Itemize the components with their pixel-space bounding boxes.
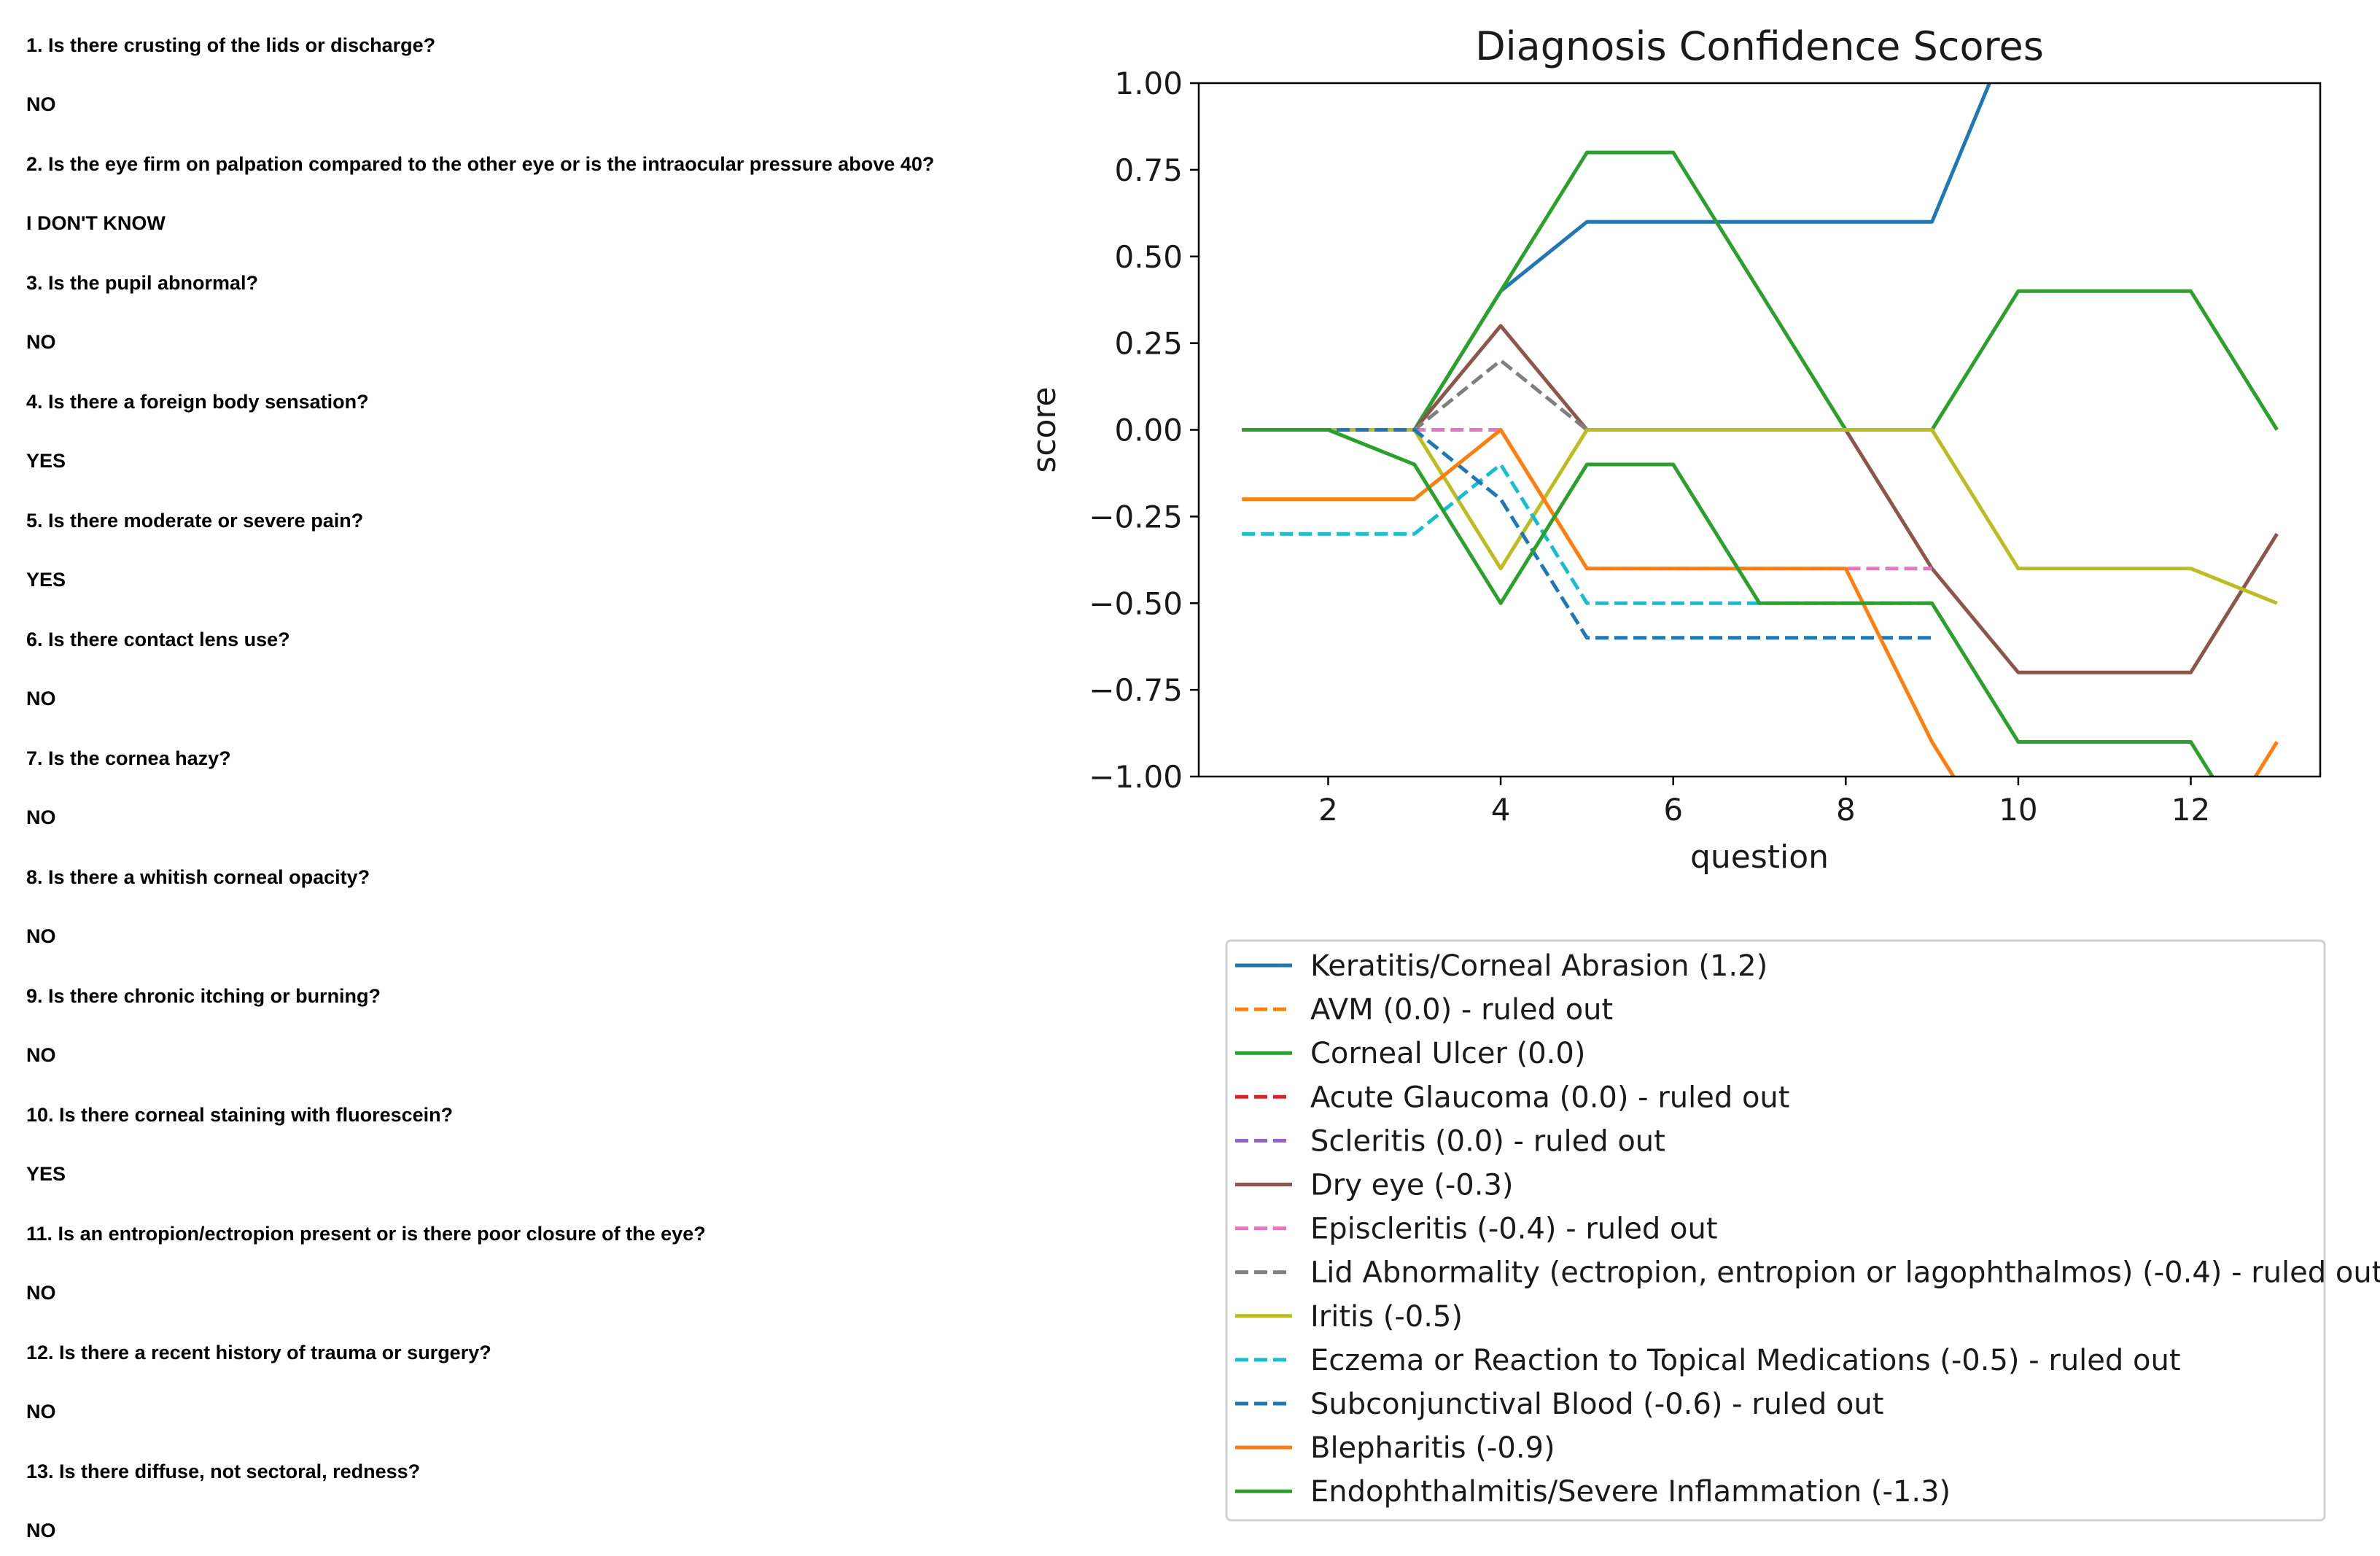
y-tick-label: 1.00 bbox=[1114, 66, 1183, 101]
legend-label: Corneal Ulcer (0.0) bbox=[1310, 1037, 1585, 1070]
answer-4: YES bbox=[26, 450, 66, 472]
answer-5: YES bbox=[26, 569, 66, 591]
answer-9: NO bbox=[26, 1044, 56, 1066]
question-1: 1. Is there crusting of the lids or disc… bbox=[26, 34, 436, 56]
question-5: 5. Is there moderate or severe pain? bbox=[26, 510, 364, 532]
question-3: 3. Is the pupil abnormal? bbox=[26, 272, 259, 294]
x-tick-label: 4 bbox=[1491, 792, 1511, 828]
legend-label: Lid Abnormality (ectropion, entropion or… bbox=[1310, 1256, 2380, 1290]
y-axis-label: score bbox=[1026, 386, 1063, 472]
y-tick-label: 0.25 bbox=[1114, 326, 1183, 362]
question-13: 13. Is there diffuse, not sectoral, redn… bbox=[26, 1460, 421, 1482]
legend-label: Blepharitis (-0.9) bbox=[1310, 1431, 1555, 1465]
y-tick-label: −0.50 bbox=[1089, 586, 1183, 621]
answer-13: NO bbox=[26, 1520, 56, 1541]
x-tick-label: 2 bbox=[1318, 792, 1338, 828]
question-10: 10. Is there corneal staining with fluor… bbox=[26, 1104, 454, 1126]
legend-label: AVM (0.0) - ruled out bbox=[1310, 993, 1613, 1027]
answer-7: NO bbox=[26, 806, 56, 828]
legend-label: Subconjunctival Blood (-0.6) - ruled out bbox=[1310, 1388, 1883, 1421]
y-tick-label: −0.75 bbox=[1089, 672, 1183, 708]
question-11: 11. Is an entropion/ectropion present or… bbox=[26, 1223, 706, 1245]
question-12: 12. Is there a recent history of trauma … bbox=[26, 1342, 491, 1364]
series-line-13 bbox=[1242, 428, 2214, 777]
legend-label: Endophthalmitis/Severe Inflammation (-1.… bbox=[1310, 1475, 1951, 1509]
y-tick-label: −0.25 bbox=[1089, 499, 1183, 534]
legend-label: Dry eye (-0.3) bbox=[1310, 1169, 1514, 1202]
series-line-11 bbox=[1242, 428, 1932, 640]
question-6: 6. Is there contact lens use? bbox=[26, 629, 290, 650]
legend-box bbox=[1225, 939, 2326, 1522]
question-2: 2. Is the eye firm on palpation compared… bbox=[26, 153, 935, 175]
answer-12: NO bbox=[26, 1401, 56, 1423]
x-tick-label: 8 bbox=[1836, 792, 1856, 828]
answer-8: NO bbox=[26, 925, 56, 947]
answer-1: NO bbox=[26, 93, 56, 115]
y-tick-label: −1.00 bbox=[1089, 759, 1183, 795]
legend-label: Acute Glaucoma (0.0) - ruled out bbox=[1310, 1081, 1789, 1114]
question-8: 8. Is there a whitish corneal opacity? bbox=[26, 866, 370, 888]
chart-title: Diagnosis Confidence Scores bbox=[1475, 23, 2044, 69]
legend-label: Scleritis (0.0) - ruled out bbox=[1310, 1124, 1665, 1158]
x-tick-label: 6 bbox=[1663, 792, 1683, 828]
legend-label: Eczema or Reaction to Topical Medication… bbox=[1310, 1344, 2181, 1377]
y-tick-label: 0.50 bbox=[1114, 239, 1183, 275]
x-tick-label: 12 bbox=[2171, 792, 2210, 828]
series-line-8 bbox=[1242, 358, 1932, 432]
series-line-3 bbox=[1242, 150, 2279, 432]
question-answer-panel: 1. Is there crusting of the lids or disc… bbox=[0, 0, 1057, 1556]
legend-label: Episcleritis (-0.4) - ruled out bbox=[1310, 1213, 1718, 1246]
series-line-1 bbox=[1242, 83, 1992, 432]
question-9: 9. Is there chronic itching or burning? bbox=[26, 985, 381, 1007]
series-line-10 bbox=[1242, 462, 1932, 605]
legend-label: Keratitis/Corneal Abrasion (1.2) bbox=[1310, 949, 1768, 983]
answer-6: NO bbox=[26, 688, 56, 709]
answer-10: YES bbox=[26, 1163, 66, 1185]
x-axis-label: question bbox=[1690, 839, 1829, 876]
answer-3: NO bbox=[26, 331, 56, 353]
question-4: 4. Is there a foreign body sensation? bbox=[26, 391, 369, 413]
y-tick-label: 0.00 bbox=[1114, 413, 1183, 448]
legend-label: Iritis (-0.5) bbox=[1310, 1300, 1463, 1334]
answer-2: I DON'T KNOW bbox=[26, 212, 166, 234]
y-tick-label: 0.75 bbox=[1114, 152, 1183, 188]
series-lines bbox=[1242, 83, 2279, 777]
question-7: 7. Is the cornea hazy? bbox=[26, 747, 231, 769]
series-line-12 bbox=[1242, 428, 2279, 777]
answer-11: NO bbox=[26, 1282, 56, 1304]
x-tick-label: 10 bbox=[1999, 792, 2037, 828]
